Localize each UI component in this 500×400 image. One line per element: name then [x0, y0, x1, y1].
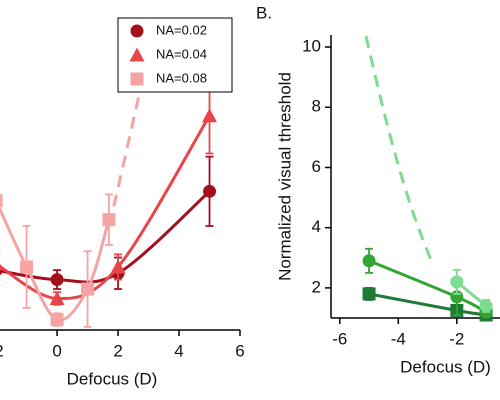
marker [479, 299, 493, 313]
legend-label: NA=0.04 [156, 46, 207, 61]
x-tick-label: -6 [332, 329, 347, 348]
x-tick-label: 2 [113, 341, 122, 360]
marker [0, 194, 3, 208]
marker [110, 259, 126, 274]
y-axis-label: Normalized visual threshold [275, 72, 294, 281]
x-tick-label: 4 [174, 341, 183, 360]
marker [202, 108, 218, 123]
y-tick-label: 6 [312, 157, 321, 176]
y-tick-label: 8 [312, 97, 321, 116]
legend-marker [130, 24, 144, 38]
marker [49, 290, 65, 305]
series-line [0, 114, 211, 301]
y-tick-label: 4 [312, 217, 321, 236]
y-tick-label: 10 [302, 37, 321, 56]
legend-label: NA=0.08 [156, 70, 207, 85]
marker [20, 260, 34, 274]
x-axis-label: Defocus (D) [67, 369, 158, 388]
marker [450, 275, 464, 289]
marker [362, 287, 376, 301]
marker [362, 254, 376, 268]
x-tick-label: 6 [235, 341, 244, 360]
x-tick-label: -4 [391, 329, 406, 348]
x-tick-label: 0 [52, 341, 61, 360]
x-tick-label: -2 [449, 329, 464, 348]
x-tick-label: -2 [0, 341, 4, 360]
marker [50, 273, 64, 287]
marker [81, 282, 95, 296]
panel-label: B. [256, 3, 272, 22]
legend-marker [129, 47, 145, 62]
marker [0, 263, 4, 271]
marker [50, 313, 64, 327]
marker [203, 184, 217, 198]
marker [102, 213, 116, 227]
x-axis-label: Defocus (D) [400, 357, 491, 376]
fit-extension [364, 35, 434, 263]
series-line [368, 292, 487, 317]
legend-label: NA=0.02 [156, 22, 207, 37]
y-tick-label: 2 [312, 277, 321, 296]
legend-marker [130, 72, 144, 86]
